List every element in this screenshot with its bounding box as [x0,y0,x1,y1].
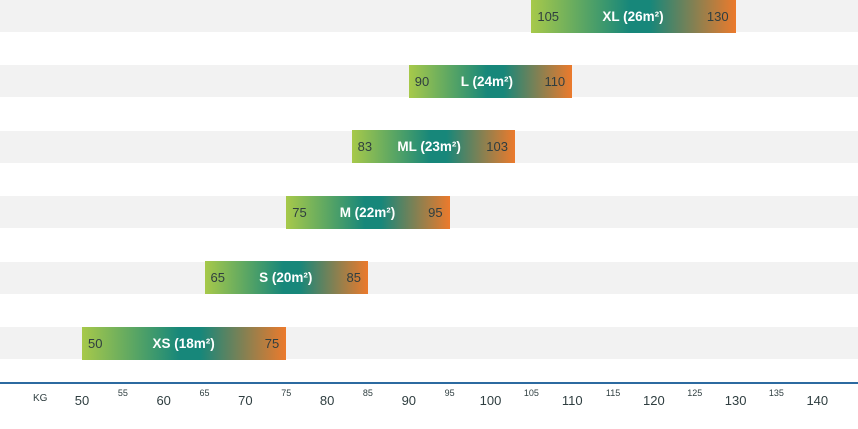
range-max-label: 75 [264,335,280,351]
range-min-label: 105 [537,8,560,24]
x-tick-label-minor: 115 [605,388,621,398]
x-tick-label-minor: 125 [687,388,703,398]
range-min-label: 50 [88,335,103,351]
size-label: L (24m²) [460,73,513,89]
range-max-label: 130 [706,8,729,24]
x-tick-label-minor: 95 [444,388,455,398]
range-bar: 90 L (24m²) 110 [408,64,573,98]
range-max-label: 95 [428,204,443,220]
range-min-label: 65 [210,270,226,286]
size-label: S (20m²) [259,270,313,286]
x-unit-label: KG [33,393,48,404]
x-tick-label-major: 100 [479,393,502,408]
x-axis-line [0,382,858,384]
x-tick-label-minor: 65 [199,388,210,398]
x-tick-label-major: 90 [401,393,417,408]
x-tick-label-major: 130 [724,393,747,408]
range-max-label: 103 [486,139,508,155]
x-tick-label-minor: 75 [281,388,292,398]
x-tick-label-minor: 85 [362,388,373,398]
range-min-label: 83 [357,139,373,155]
size-label: XL (26m²) [602,8,664,24]
x-tick-label-major: 110 [561,393,583,408]
range-bar: 83 ML (23m²) 103 [351,130,515,164]
x-tick-label-major: 60 [156,393,171,408]
x-tick-label-major: 120 [643,393,665,408]
x-tick-label-major: 70 [238,393,253,408]
x-tick-label-major: 80 [319,393,335,408]
x-tick-label-major: 50 [74,393,90,408]
range-max-label: 85 [346,270,361,286]
range-bar: 105 XL (26m²) 130 [531,0,736,33]
range-max-label: 110 [544,73,566,89]
x-tick-label-minor: 135 [768,388,784,398]
x-tick-label-minor: 105 [523,388,539,398]
size-label: ML (23m²) [397,139,461,155]
x-tick-label-minor: 55 [117,388,128,398]
size-label: XS (18m²) [152,335,215,351]
range-min-label: 75 [292,204,307,220]
range-bar: 50 XS (18m²) 75 [82,326,287,360]
range-min-label: 90 [414,73,430,89]
size-label: M (22m²) [339,204,396,220]
range-bar: 75 M (22m²) 95 [286,195,450,229]
x-tick-label-major: 140 [806,393,829,408]
range-bar: 65 S (20m²) 85 [204,261,368,295]
bar-lane [0,261,858,294]
